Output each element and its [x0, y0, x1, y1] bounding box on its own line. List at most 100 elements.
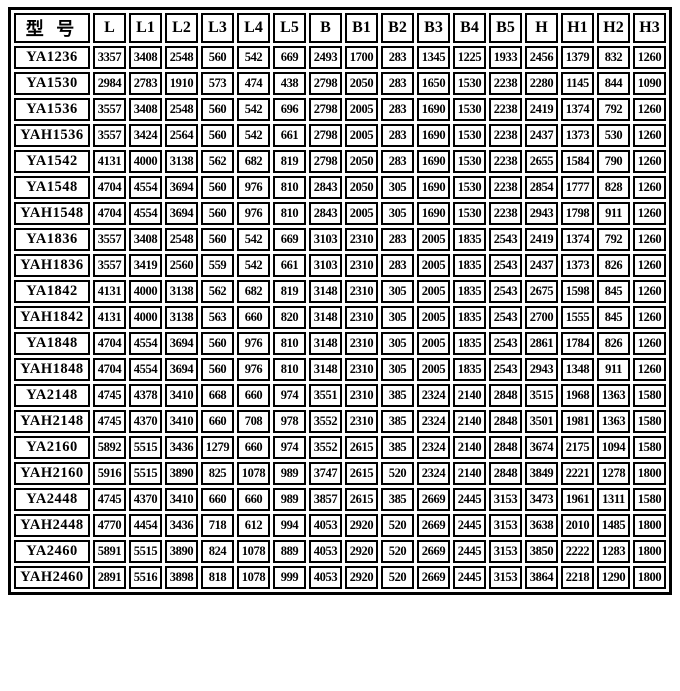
value-cell: 2943	[525, 202, 558, 225]
value-cell: 1690	[417, 150, 450, 173]
value-cell: 3153	[489, 514, 522, 537]
table-row: YAH2160 5916 5515 3890 825 1078 989 3747 2615 520…	[14, 462, 666, 485]
value-cell: 542	[237, 46, 270, 69]
value-cell: 1835	[453, 280, 486, 303]
value-cell: 474	[237, 72, 270, 95]
value-cell: 2543	[489, 280, 522, 303]
column-header: L4	[237, 13, 270, 43]
value-cell: 976	[237, 358, 270, 381]
value-cell: 2655	[525, 150, 558, 173]
value-cell: 305	[381, 306, 414, 329]
value-cell: 1961	[561, 488, 594, 511]
value-cell: 790	[597, 150, 630, 173]
value-cell: 2140	[453, 384, 486, 407]
value-cell: 3557	[93, 124, 126, 147]
value-cell: 1311	[597, 488, 630, 511]
model-cell: YA1842	[14, 280, 90, 303]
model-cell: YAH1536	[14, 124, 90, 147]
value-cell: 2324	[417, 462, 450, 485]
model-cell: YA1236	[14, 46, 90, 69]
model-cell: YAH1548	[14, 202, 90, 225]
model-cell: YAH2448	[14, 514, 90, 537]
table-row: YA2460 5891 5515 3890 824 1078 889 4053 2920 520 2…	[14, 540, 666, 563]
column-header: H3	[633, 13, 666, 43]
column-header: L	[93, 13, 126, 43]
value-cell: 1910	[165, 72, 198, 95]
model-cell: YAH1836	[14, 254, 90, 277]
value-cell: 283	[381, 124, 414, 147]
value-cell: 832	[597, 46, 630, 69]
value-cell: 385	[381, 410, 414, 433]
value-cell: 824	[201, 540, 234, 563]
value-cell: 5515	[129, 436, 162, 459]
value-cell: 560	[201, 332, 234, 355]
value-cell: 660	[237, 306, 270, 329]
value-cell: 1530	[453, 150, 486, 173]
value-cell: 820	[273, 306, 306, 329]
value-cell: 2848	[489, 410, 522, 433]
value-cell: 3410	[165, 488, 198, 511]
value-cell: 660	[237, 384, 270, 407]
value-cell: 844	[597, 72, 630, 95]
value-cell: 718	[201, 514, 234, 537]
value-cell: 2543	[489, 306, 522, 329]
value-cell: 3410	[165, 384, 198, 407]
model-dimension-table: 型 号 L L1 L2 L3 L4 L5 B B1 B2 B3 B4 B5 H H1 H2 H3 YA1236…	[8, 7, 672, 595]
value-cell: 1800	[633, 540, 666, 563]
table-row: YAH1536 3557 3424 2564 560 542 661 2798 2005 283 1…	[14, 124, 666, 147]
value-cell: 2310	[345, 358, 378, 381]
value-cell: 2218	[561, 566, 594, 589]
value-cell: 819	[273, 150, 306, 173]
model-cell: YA1542	[14, 150, 90, 173]
value-cell: 818	[201, 566, 234, 589]
value-cell: 3473	[525, 488, 558, 511]
value-cell: 1968	[561, 384, 594, 407]
value-cell: 3103	[309, 228, 342, 251]
value-cell: 2843	[309, 202, 342, 225]
value-cell: 3850	[525, 540, 558, 563]
value-cell: 2005	[417, 332, 450, 355]
value-cell: 3864	[525, 566, 558, 589]
value-cell: 660	[237, 488, 270, 511]
column-header-model: 型 号	[14, 13, 90, 43]
value-cell: 1835	[453, 306, 486, 329]
value-cell: 4770	[93, 514, 126, 537]
value-cell: 1260	[633, 98, 666, 121]
value-cell: 4370	[129, 488, 162, 511]
value-cell: 3747	[309, 462, 342, 485]
value-cell: 2140	[453, 462, 486, 485]
value-cell: 4554	[129, 358, 162, 381]
value-cell: 1145	[561, 72, 594, 95]
value-cell: 792	[597, 228, 630, 251]
value-cell: 660	[201, 410, 234, 433]
value-cell: 3694	[165, 332, 198, 355]
value-cell: 5516	[129, 566, 162, 589]
value-cell: 845	[597, 280, 630, 303]
value-cell: 810	[273, 332, 306, 355]
value-cell: 3674	[525, 436, 558, 459]
value-cell: 2050	[345, 72, 378, 95]
table-row: YA1542 4131 4000 3138 562 682 819 2798 2050 283 16…	[14, 150, 666, 173]
value-cell: 3148	[309, 332, 342, 355]
value-cell: 2005	[345, 124, 378, 147]
value-cell: 2005	[345, 202, 378, 225]
value-cell: 2005	[417, 254, 450, 277]
column-header: B1	[345, 13, 378, 43]
value-cell: 974	[273, 436, 306, 459]
value-cell: 2445	[453, 488, 486, 511]
value-cell: 2050	[345, 176, 378, 199]
value-cell: 1374	[561, 228, 594, 251]
value-cell: 1933	[489, 46, 522, 69]
value-cell: 4131	[93, 306, 126, 329]
value-cell: 1260	[633, 124, 666, 147]
value-cell: 3103	[309, 254, 342, 277]
value-cell: 542	[237, 228, 270, 251]
value-cell: 3557	[93, 98, 126, 121]
column-header: H1	[561, 13, 594, 43]
value-cell: 4454	[129, 514, 162, 537]
value-cell: 1584	[561, 150, 594, 173]
value-cell: 2445	[453, 514, 486, 537]
table-row: YA1548 4704 4554 3694 560 976 810 2843 2050 305 16…	[14, 176, 666, 199]
value-cell: 2861	[525, 332, 558, 355]
value-cell: 2848	[489, 462, 522, 485]
